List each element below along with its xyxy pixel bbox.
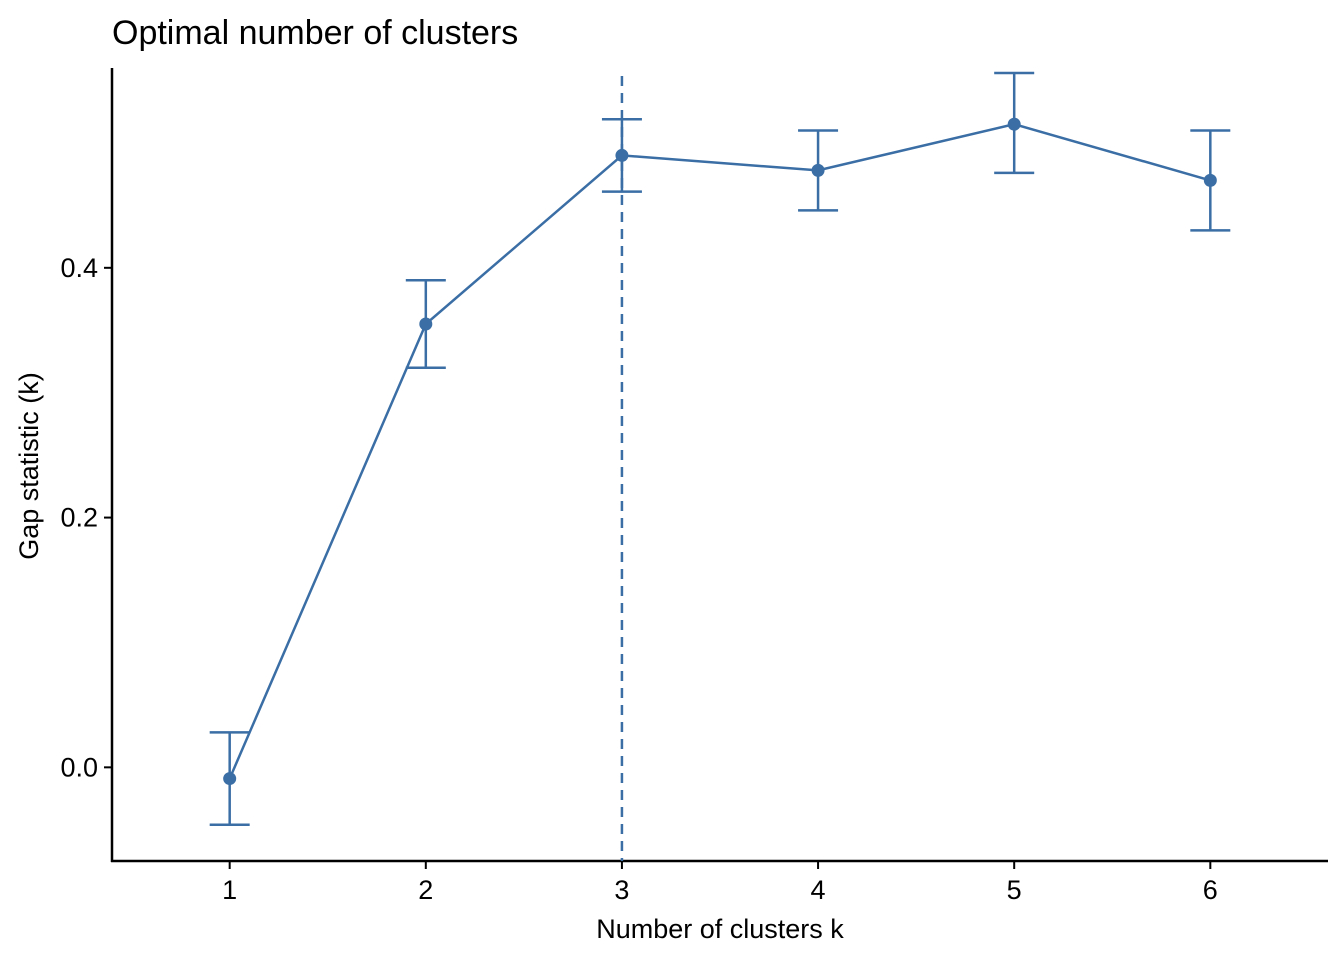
x-tick-label: 3 <box>614 875 629 905</box>
x-tick-label: 1 <box>222 875 237 905</box>
x-tick-label: 4 <box>811 875 826 905</box>
x-tick-label: 2 <box>418 875 433 905</box>
series-line <box>228 122 1211 780</box>
y-axis-ticks: 0.0 0.2 0.4 <box>60 253 112 782</box>
y-axis-label: Gap statistic (k) <box>14 372 44 560</box>
y-tick-label: 0.4 <box>60 253 98 283</box>
x-axis-ticks: 1 2 3 4 5 6 <box>222 861 1218 905</box>
y-tick-label: 0.0 <box>60 752 98 782</box>
y-tick-label: 0.2 <box>60 503 98 533</box>
data-point <box>811 163 825 177</box>
data-point <box>223 772 237 786</box>
x-axis-label: Number of clusters k <box>596 914 844 944</box>
x-tick-label: 5 <box>1007 875 1022 905</box>
plot-area <box>209 71 1231 861</box>
data-point <box>419 317 433 331</box>
data-point <box>615 148 629 162</box>
data-point <box>1007 117 1021 131</box>
x-tick-label: 6 <box>1203 875 1218 905</box>
data-point <box>1203 173 1217 187</box>
chart-title: Optimal number of clusters <box>112 14 518 52</box>
